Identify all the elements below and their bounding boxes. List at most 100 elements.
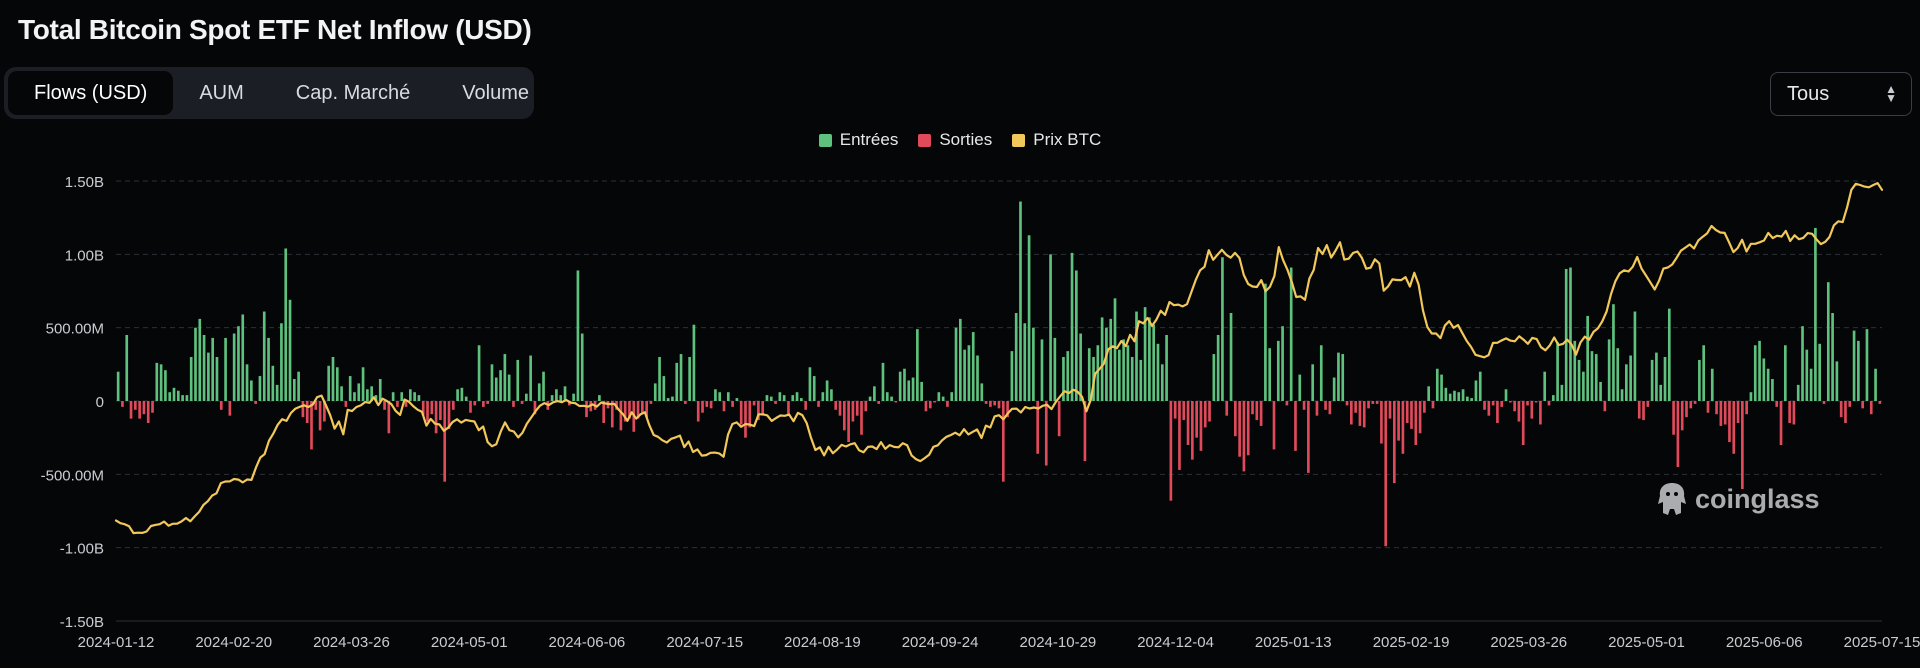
flow-bar	[1264, 283, 1267, 401]
chevron-updown-icon: ▲ ▼	[1885, 82, 1897, 105]
flow-bar	[959, 318, 962, 401]
flow-bar	[1603, 401, 1607, 412]
flow-bar	[757, 401, 760, 421]
flow-bar	[696, 401, 700, 422]
flow-bar	[361, 367, 365, 401]
flow-bar	[795, 392, 799, 401]
flow-bar	[993, 401, 997, 406]
flow-bar	[1612, 304, 1615, 401]
flow-bar	[649, 401, 653, 404]
flow-bar	[1427, 386, 1431, 401]
flow-bar	[1448, 393, 1452, 401]
flow-bar	[1040, 339, 1044, 401]
range-select[interactable]: Tous ▲ ▼	[1770, 72, 1912, 116]
flow-bar	[1715, 401, 1718, 415]
tab-market-cap[interactable]: Cap. Marché	[295, 82, 411, 104]
flow-bar	[1156, 343, 1160, 401]
flow-bar	[297, 371, 300, 401]
flow-bar	[159, 364, 163, 401]
flow-bar	[1075, 270, 1078, 401]
tab-flows[interactable]: Flows (USD)	[8, 71, 174, 115]
x-tick-label: 2024-08-19	[784, 634, 861, 651]
flow-bar	[1521, 401, 1525, 445]
flow-bar	[1629, 355, 1632, 401]
flow-bar	[1311, 364, 1314, 401]
flow-bar	[1719, 401, 1723, 426]
flow-bar	[1573, 340, 1577, 401]
flow-bar	[1844, 401, 1847, 423]
legend-item-inflow[interactable]: Entrées	[818, 130, 898, 150]
flow-bar	[1246, 401, 1250, 456]
coinglass-watermark: coinglass	[1655, 480, 1820, 518]
page-title: Total Bitcoin Spot ETF Net Inflow (USD)	[18, 14, 532, 45]
flow-bar	[817, 401, 820, 407]
x-tick-label: 2024-12-04	[1137, 634, 1214, 651]
flow-bar	[1805, 349, 1809, 401]
flow-bar	[1496, 401, 1499, 423]
flow-bar	[1504, 389, 1508, 401]
flow-bar	[155, 362, 159, 401]
flow-bar	[1676, 401, 1680, 467]
flow-bar	[580, 333, 584, 401]
flow-bar	[924, 401, 928, 412]
x-tick-label: 2024-01-12	[78, 634, 155, 651]
flow-bar	[1001, 401, 1005, 482]
flow-bar	[1766, 368, 1770, 401]
flow-bar	[1633, 311, 1637, 401]
flow-bar	[125, 335, 129, 401]
flow-bar	[1745, 401, 1748, 415]
flow-bar	[202, 335, 206, 401]
chart-legend: Entrées Sorties Prix BTC	[0, 130, 1920, 150]
tab-aum[interactable]: AUM	[199, 82, 244, 104]
flow-bar	[946, 401, 949, 407]
flow-bar	[460, 387, 464, 401]
flow-bar	[1049, 254, 1052, 401]
flow-bar	[1461, 389, 1465, 401]
flow-bar	[825, 380, 829, 401]
flow-bar	[391, 392, 395, 401]
flow-bar	[1878, 401, 1882, 404]
flow-bar	[1796, 384, 1800, 401]
flow-bar	[980, 383, 984, 401]
flow-bar	[1706, 401, 1710, 413]
flow-bar	[1526, 401, 1529, 406]
flow-bar	[1577, 359, 1581, 401]
flow-bar	[778, 392, 782, 401]
flow-bar	[765, 395, 769, 401]
flow-bar	[344, 401, 348, 407]
legend-swatch-price	[1012, 133, 1026, 147]
flow-bar	[301, 401, 305, 418]
flow-bar	[963, 349, 966, 401]
flow-bar	[507, 374, 511, 401]
flow-bar	[1762, 358, 1766, 401]
flow-bar	[1599, 381, 1602, 401]
flow-bar	[378, 379, 382, 401]
flow-bar	[1238, 401, 1241, 457]
flow-bar	[748, 401, 752, 428]
flow-bar	[1865, 329, 1869, 401]
flow-bar	[1324, 401, 1327, 410]
legend-item-price[interactable]: Prix BTC	[1012, 130, 1101, 150]
legend-label-outflow: Sorties	[939, 130, 993, 149]
flow-bar	[1470, 398, 1473, 401]
flow-bar	[830, 389, 833, 401]
legend-label-price: Prix BTC	[1033, 130, 1102, 149]
flow-bar	[1242, 401, 1246, 472]
legend-item-outflow[interactable]: Sorties	[918, 130, 992, 150]
flow-bar	[559, 395, 563, 401]
flow-bar	[1732, 401, 1736, 454]
flow-bar	[1328, 401, 1332, 415]
flow-bar	[542, 371, 545, 401]
flow-bar	[417, 395, 421, 401]
x-tick-label: 2025-01-13	[1255, 634, 1332, 651]
tab-volume[interactable]: Volume	[462, 82, 530, 104]
flow-bar	[1655, 352, 1658, 401]
flow-bar	[1809, 368, 1813, 401]
flow-bar	[1861, 401, 1864, 409]
flow-bar	[1203, 401, 1207, 428]
x-tick-label: 2024-07-15	[666, 634, 743, 651]
flow-bar	[327, 365, 331, 401]
flow-bar	[370, 386, 373, 401]
flow-bar	[1444, 387, 1448, 401]
x-tick-label: 2025-07-15	[1844, 634, 1920, 651]
